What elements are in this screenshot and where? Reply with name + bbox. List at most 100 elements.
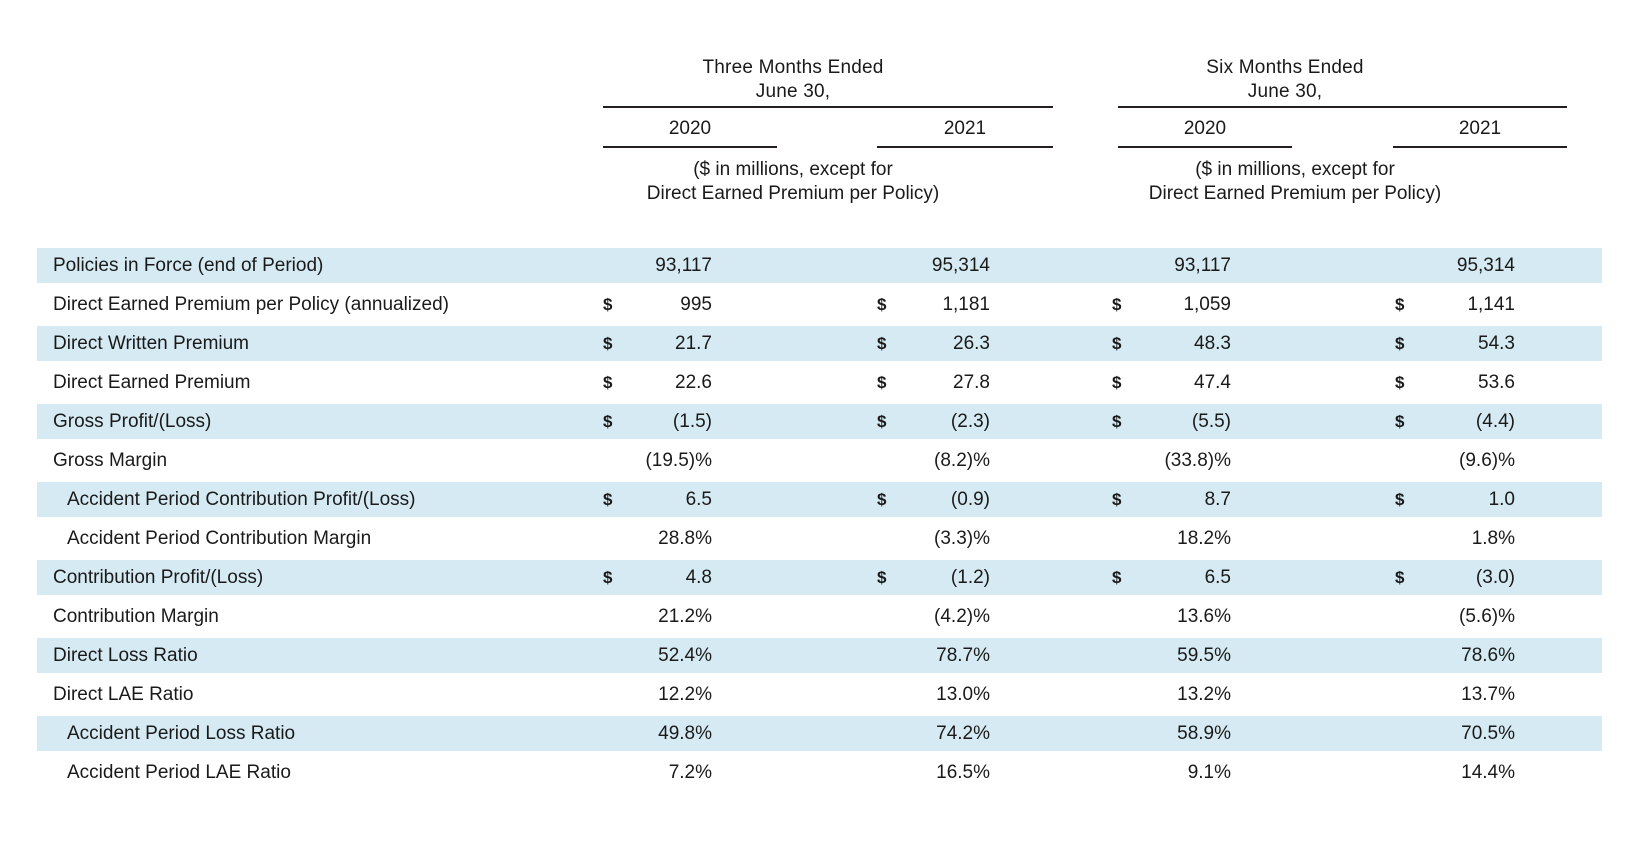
dollar-sign: $	[1395, 372, 1405, 392]
value-cell: 58.9%	[1112, 716, 1231, 751]
value-cell: 13.2%	[1112, 675, 1231, 714]
value-cell: (19.5)%	[603, 441, 712, 480]
cell-value: 58.9%	[1177, 722, 1231, 744]
value-cell: 49.8%	[603, 716, 712, 751]
row-label: Contribution Margin	[53, 605, 219, 627]
table-row: Accident Period LAE Ratio 7.2% 16.5% 9.1…	[37, 753, 1602, 792]
dollar-sign: $	[1395, 567, 1405, 587]
cell-value: (1.2)	[950, 566, 990, 588]
dollar-sign: $	[877, 489, 887, 509]
dollar-sign: $	[1395, 411, 1405, 431]
value-cell: $21.7	[603, 326, 712, 361]
group-title-line2: June 30,	[1247, 81, 1323, 102]
dollar-sign: $	[603, 489, 613, 509]
value-cell: $1,059	[1112, 285, 1231, 324]
value-cell: $ (2.3)	[877, 404, 990, 439]
cell-value: 1,141	[1467, 293, 1515, 315]
cell-value: 995	[680, 293, 712, 315]
value-cell: 95,314	[877, 248, 990, 283]
value-cell: 70.5%	[1395, 716, 1515, 751]
table-row: Direct LAE Ratio 12.2% 13.0% 13.2% 13.7%	[37, 675, 1602, 714]
cell-value: 78.7%	[936, 644, 990, 666]
cell-value: (1.5)	[672, 410, 712, 432]
cell-value: 74.2%	[936, 722, 990, 744]
table-row: Contribution Profit/(Loss) $4.8 $ (1.2) $…	[37, 558, 1602, 597]
dollar-sign: $	[877, 411, 887, 431]
column-header-year: 2021	[1393, 112, 1567, 148]
value-cell: 18.2%	[1112, 519, 1231, 558]
value-cell: $995	[603, 285, 712, 324]
units-note: ($ in millions, except for Direct Earned…	[1070, 158, 1520, 206]
cell-value: (3.0)	[1475, 566, 1515, 588]
row-label: Accident Period Loss Ratio	[67, 722, 296, 744]
column-header-year: 2020	[603, 112, 777, 148]
value-cell: 14.4%	[1395, 753, 1515, 792]
value-cell: 13.7%	[1395, 675, 1515, 714]
cell-value: 28.8%	[658, 527, 712, 549]
value-cell: (33.8)%	[1112, 441, 1231, 480]
value-cell: 12.2%	[603, 675, 712, 714]
value-cell: 52.4%	[603, 638, 712, 673]
dollar-sign: $	[1112, 372, 1122, 392]
value-cell: $ (1.5)	[603, 404, 712, 439]
cell-value: 13.2%	[1177, 683, 1231, 705]
cell-value: 6.5	[685, 488, 712, 510]
cell-value: 47.4	[1194, 371, 1231, 393]
units-note: ($ in millions, except for Direct Earned…	[578, 158, 1008, 206]
dollar-sign: $	[877, 567, 887, 587]
value-cell: (9.6)%	[1395, 441, 1515, 480]
cell-value: 53.6	[1478, 371, 1515, 393]
units-note-line2: Direct Earned Premium per Policy)	[1148, 183, 1442, 204]
cell-value: (3.3)%	[934, 527, 990, 549]
cell-value: 48.3	[1194, 332, 1231, 354]
cell-value: 52.4%	[658, 644, 712, 666]
dollar-sign: $	[603, 294, 613, 314]
cell-value: (2.3)	[950, 410, 990, 432]
column-header-year: 2021	[877, 112, 1053, 148]
cell-value: 27.8	[953, 371, 990, 393]
value-cell: $ (1.2)	[877, 560, 990, 595]
dollar-sign: $	[1395, 333, 1405, 353]
value-cell: 21.2%	[603, 597, 712, 636]
table-row: Direct Earned Premium $22.6 $27.8 $47.4 …	[37, 363, 1602, 402]
group-title-line1: Six Months Ended	[1206, 57, 1364, 78]
table-row: Policies in Force (end of Period) 93,117…	[37, 246, 1602, 285]
value-cell: $6.5	[603, 482, 712, 517]
cell-value: 12.2%	[658, 683, 712, 705]
cell-value: 54.3	[1478, 332, 1515, 354]
column-group-title-six-months: Six Months Ended June 30,	[1070, 56, 1500, 104]
table-row: Contribution Margin 21.2% (4.2)% 13.6% (…	[37, 597, 1602, 636]
cell-value: (33.8)%	[1164, 449, 1231, 471]
table-row: Accident Period Contribution Margin 28.8…	[37, 519, 1602, 558]
cell-value: 1.0	[1488, 488, 1515, 510]
cell-value: 49.8%	[658, 722, 712, 744]
value-cell: 13.6%	[1112, 597, 1231, 636]
value-cell: 78.7%	[877, 638, 990, 673]
value-cell: (8.2)%	[877, 441, 990, 480]
cell-value: (19.5)%	[645, 449, 712, 471]
row-label: Direct LAE Ratio	[53, 683, 194, 705]
cell-value: (4.2)%	[934, 605, 990, 627]
cell-value: 95,314	[1456, 254, 1515, 276]
cell-value: 9.1%	[1187, 761, 1231, 783]
dollar-sign: $	[1395, 489, 1405, 509]
value-cell: $53.6	[1395, 363, 1515, 402]
cell-value: 21.7	[675, 332, 712, 354]
value-cell: 16.5%	[877, 753, 990, 792]
value-cell: $8.7	[1112, 482, 1231, 517]
column-group-title-three-months: Three Months Ended June 30,	[578, 56, 1008, 104]
row-label: Accident Period Contribution Profit/(Los…	[67, 488, 416, 510]
cell-value: (5.6)%	[1459, 605, 1515, 627]
value-cell: 9.1%	[1112, 753, 1231, 792]
value-cell: $1.0	[1395, 482, 1515, 517]
value-cell: 28.8%	[603, 519, 712, 558]
value-cell: 78.6%	[1395, 638, 1515, 673]
dollar-sign: $	[877, 333, 887, 353]
cell-value: 6.5	[1204, 566, 1231, 588]
value-cell: $6.5	[1112, 560, 1231, 595]
dollar-sign: $	[603, 411, 613, 431]
value-cell: $47.4	[1112, 363, 1231, 402]
dollar-sign: $	[603, 567, 613, 587]
cell-value: 14.4%	[1461, 761, 1515, 783]
